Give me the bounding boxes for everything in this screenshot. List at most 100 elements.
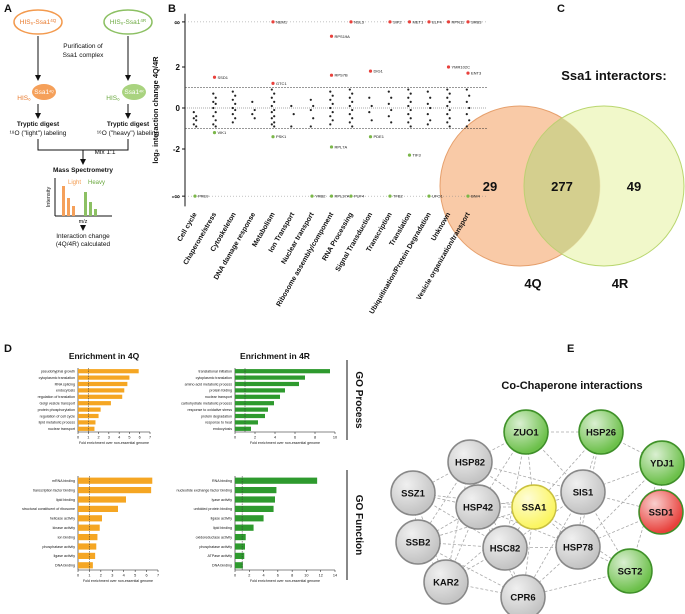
x-tick-label: Cell cycle bbox=[177, 211, 199, 243]
x-tick-label: 6 bbox=[139, 436, 141, 440]
node-label: SSA1 bbox=[522, 503, 548, 514]
dot bbox=[448, 100, 451, 103]
labeled-dot bbox=[193, 194, 197, 198]
dot bbox=[214, 125, 217, 128]
bar bbox=[78, 524, 100, 531]
x-tick-label: 6 bbox=[294, 436, 296, 440]
x-tick-label: 2 bbox=[100, 574, 102, 578]
labeled-dot bbox=[271, 81, 275, 85]
point-label: DIG1 bbox=[374, 69, 384, 74]
dot bbox=[270, 96, 273, 99]
dot bbox=[387, 115, 390, 118]
labeled-dot bbox=[310, 194, 314, 198]
dot bbox=[351, 100, 354, 103]
dot bbox=[253, 117, 256, 120]
category-label: endocytosis bbox=[213, 427, 232, 431]
labeled-dot bbox=[349, 20, 353, 24]
dot bbox=[290, 125, 293, 128]
x-tick-label: 12 bbox=[319, 574, 323, 578]
dot bbox=[329, 90, 332, 93]
x-tick-label: Unknown bbox=[430, 212, 452, 243]
dot bbox=[273, 100, 276, 103]
y-tick-label: -∞ bbox=[172, 192, 181, 201]
bar bbox=[78, 505, 118, 513]
dot bbox=[429, 106, 432, 110]
dot bbox=[448, 117, 451, 120]
point-label: YMR102C bbox=[452, 65, 471, 70]
point-label: VIK1 bbox=[218, 130, 227, 135]
x-tick-label: 8 bbox=[314, 436, 316, 440]
dot bbox=[426, 123, 429, 126]
category-label: phosphatase activity bbox=[199, 545, 232, 549]
point-label: MET1 bbox=[413, 19, 424, 24]
dot bbox=[212, 123, 215, 126]
labeled-dot bbox=[446, 65, 451, 69]
point-label: TIF3 bbox=[413, 153, 422, 158]
category-label: kinase activity bbox=[53, 526, 76, 530]
point-label: RPN11 bbox=[452, 19, 465, 24]
labeled-dot bbox=[466, 20, 470, 24]
dot bbox=[331, 111, 334, 114]
point-label: ENT3 bbox=[471, 71, 482, 76]
dot bbox=[331, 94, 334, 97]
dot bbox=[331, 102, 334, 105]
x-tick-label: 5 bbox=[128, 436, 130, 440]
node-shine bbox=[397, 521, 439, 563]
bar bbox=[78, 394, 123, 399]
venn-set-label: 4Q bbox=[524, 276, 541, 291]
dot bbox=[409, 92, 412, 95]
peak-label: Heavy bbox=[88, 180, 105, 186]
dot bbox=[192, 117, 195, 120]
dot bbox=[270, 88, 273, 91]
tag-label: HIS₆ bbox=[17, 95, 31, 102]
node-shine bbox=[505, 411, 547, 453]
axis-label: m/z bbox=[79, 219, 88, 225]
category-label: response to oxidative stress bbox=[187, 408, 232, 412]
category-label: ATPase activity bbox=[208, 554, 233, 558]
strain-label: HIS₆-Ssa14R bbox=[110, 18, 147, 26]
dot bbox=[329, 123, 332, 126]
labeled-dot bbox=[407, 153, 412, 157]
dot bbox=[212, 106, 215, 110]
dot bbox=[390, 96, 393, 99]
dot bbox=[409, 100, 412, 103]
panel-letter: B bbox=[168, 3, 176, 15]
dot bbox=[446, 96, 449, 99]
x-tick-label: 6 bbox=[146, 574, 148, 578]
panel-letter: A bbox=[4, 3, 12, 15]
node-shine bbox=[449, 441, 491, 483]
category-label: protein folding bbox=[209, 389, 232, 393]
dot bbox=[329, 98, 332, 101]
point-label: PDE1 bbox=[374, 134, 385, 139]
dot bbox=[290, 104, 293, 108]
bar bbox=[78, 543, 97, 550]
bar bbox=[78, 533, 98, 541]
strain-blob bbox=[13, 9, 63, 35]
bar bbox=[78, 486, 152, 494]
x-tick-label: 4 bbox=[123, 574, 125, 578]
labeled-dot bbox=[329, 194, 334, 198]
dot bbox=[273, 125, 276, 128]
node-shine bbox=[502, 576, 544, 614]
dot bbox=[214, 96, 217, 99]
labeled-dot bbox=[329, 73, 334, 77]
bait-blob bbox=[122, 84, 146, 100]
bar bbox=[78, 552, 96, 560]
dot bbox=[270, 123, 273, 126]
x-tick-label: 1 bbox=[87, 436, 89, 440]
dot bbox=[409, 117, 412, 120]
dot bbox=[212, 115, 215, 118]
chart-title: Enrichment in 4Q bbox=[69, 351, 140, 361]
node-label: HSC82 bbox=[490, 544, 521, 555]
category-label: ligase activity bbox=[54, 554, 76, 558]
y-axis-label: log₂ interaction change 4Q/4R bbox=[151, 56, 160, 164]
step-label: Mix 1:1 bbox=[95, 149, 116, 156]
x-tick-label: 0 bbox=[234, 436, 236, 440]
bar bbox=[235, 420, 258, 425]
category-label: unfolded protein binding bbox=[194, 507, 232, 511]
dot bbox=[351, 117, 354, 120]
node-label: ZUO1 bbox=[513, 428, 539, 439]
axis-label: Intensity bbox=[46, 187, 52, 208]
edge bbox=[525, 431, 584, 493]
dot bbox=[426, 102, 429, 105]
